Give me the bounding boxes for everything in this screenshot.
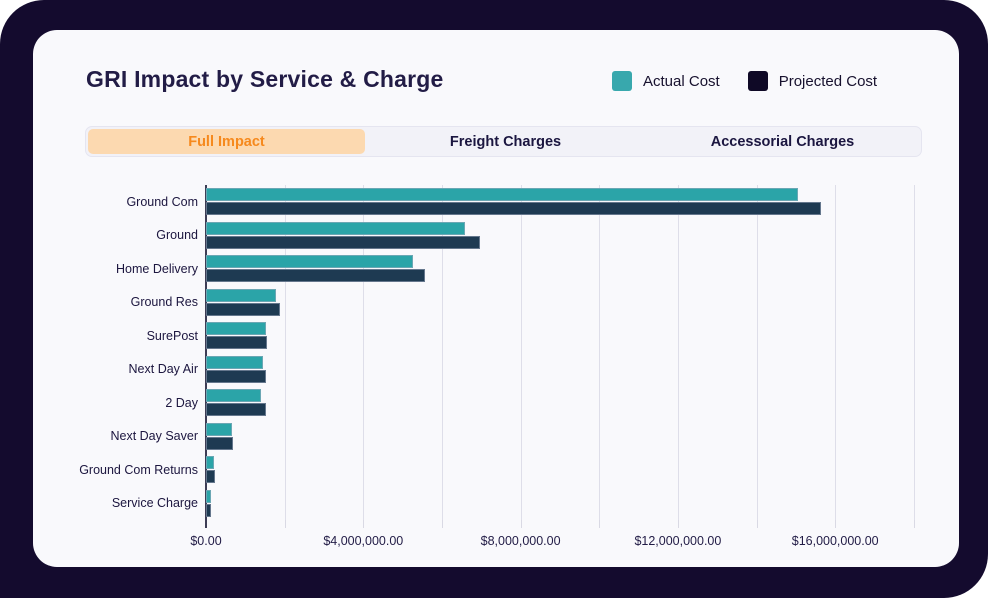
actual-cost-bar[interactable] — [206, 322, 267, 335]
actual-cost-bar[interactable] — [206, 389, 262, 402]
gridline — [520, 185, 522, 520]
x-axis-label: $16,000,000.00 — [791, 534, 879, 548]
x-axis-tick — [599, 520, 601, 528]
projected-cost-bar[interactable] — [206, 470, 215, 483]
chart-tabs: Full Impact Freight Charges Accessorial … — [85, 126, 922, 157]
gridline — [835, 185, 837, 520]
gridline — [913, 185, 915, 520]
projected-cost-bar[interactable] — [206, 436, 233, 450]
category-label: Next Day Saver — [110, 429, 198, 444]
gridline — [363, 185, 365, 520]
x-axis-tick — [835, 520, 837, 528]
legend: Actual Cost Projected Cost — [612, 71, 877, 91]
chart-card: GRI Impact by Service & Charge Actual Co… — [33, 30, 959, 567]
legend-item-projected-cost[interactable]: Projected Cost — [747, 71, 878, 91]
actual-cost-bar[interactable] — [206, 221, 465, 235]
projected-cost-swatch — [747, 71, 768, 91]
projected-cost-bar[interactable] — [206, 336, 267, 349]
projected-cost-bar[interactable] — [206, 403, 267, 416]
actual-cost-bar[interactable] — [206, 422, 232, 436]
gridline — [441, 185, 443, 520]
x-axis-tick — [913, 520, 915, 528]
projected-cost-bar[interactable] — [206, 235, 480, 249]
gridline — [677, 185, 679, 520]
projected-cost-bar[interactable] — [206, 302, 281, 316]
actual-cost-swatch — [612, 71, 632, 91]
page-title: GRI Impact by Service & Charge — [86, 66, 444, 92]
tab-accessorial-charges[interactable]: Accessorial Charges — [710, 133, 855, 150]
category-label: Ground — [156, 228, 198, 243]
actual-cost-bar[interactable] — [206, 288, 276, 302]
category-label: Ground Res — [130, 295, 198, 310]
x-axis-tick — [520, 520, 522, 528]
x-axis-label: $4,000,000.00 — [323, 534, 404, 548]
tab-full-impact[interactable]: Full Impact — [88, 129, 365, 154]
gridline — [756, 185, 758, 520]
projected-cost-bar[interactable] — [206, 202, 822, 215]
legend-label: Projected Cost — [778, 72, 878, 90]
category-label: SurePost — [146, 328, 198, 343]
x-axis-label: $0.00 — [190, 534, 222, 548]
x-axis-label: $8,000,000.00 — [480, 534, 561, 548]
projected-cost-bar[interactable] — [206, 369, 266, 383]
x-axis-tick — [284, 520, 286, 528]
legend-item-actual-cost[interactable]: Actual Cost — [612, 71, 720, 91]
category-label: Ground Com Returns — [79, 462, 198, 477]
x-axis-tick — [441, 520, 443, 528]
tab-freight-charges[interactable]: Freight Charges — [449, 133, 562, 150]
actual-cost-bar[interactable] — [206, 355, 264, 369]
actual-cost-bar[interactable] — [206, 456, 215, 469]
x-axis-tick — [756, 520, 758, 528]
legend-label: Actual Cost — [643, 72, 720, 90]
category-label: Ground Com — [126, 194, 198, 209]
projected-cost-bar[interactable] — [206, 269, 426, 282]
category-label: 2 Day — [165, 395, 198, 410]
x-axis-tick — [677, 520, 679, 528]
x-axis-label: $12,000,000.00 — [634, 534, 722, 548]
category-label: Home Delivery — [116, 261, 198, 276]
x-axis-tick — [363, 520, 365, 528]
actual-cost-bar[interactable] — [206, 255, 414, 268]
actual-cost-bar[interactable] — [206, 188, 798, 201]
category-label: Next Day Air — [128, 362, 198, 377]
bar-chart: Ground Com Ground Home Delivery Ground Res S… — [33, 30, 959, 567]
gridline — [284, 185, 286, 520]
actual-cost-bar[interactable] — [206, 489, 211, 503]
category-label: Service Charge — [111, 496, 198, 511]
gridline — [599, 185, 601, 520]
projected-cost-bar[interactable] — [206, 503, 211, 517]
